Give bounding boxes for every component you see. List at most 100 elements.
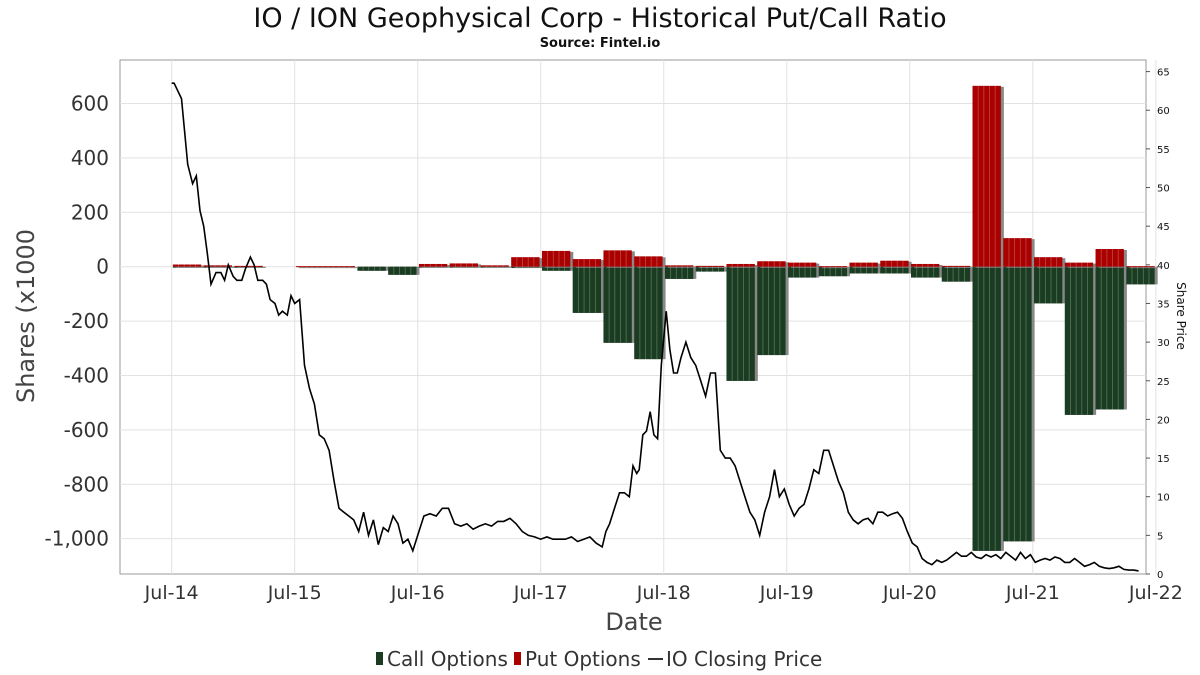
y-tick-label: 600 bbox=[71, 92, 109, 116]
y-tick-label: 0 bbox=[96, 255, 109, 279]
call-bar bbox=[695, 266, 725, 272]
y-tick-label: -600 bbox=[64, 418, 109, 442]
y-tick-label: -800 bbox=[64, 472, 109, 496]
put-bar bbox=[541, 250, 571, 267]
y2-axis-label: Share Price bbox=[1174, 282, 1188, 350]
x-tick-label: Jul-14 bbox=[144, 582, 199, 604]
call-bar bbox=[910, 266, 940, 278]
put-bar bbox=[818, 266, 848, 268]
y-axis-label: Shares (x1000 bbox=[12, 229, 40, 403]
call-bar bbox=[603, 266, 632, 343]
call-bar bbox=[357, 266, 386, 271]
y-tick-label: -400 bbox=[64, 363, 109, 387]
chart-title: IO / ION Geophysical Corp - Historical P… bbox=[253, 3, 946, 34]
put-bar-shadow bbox=[667, 266, 697, 268]
legend: Call Options Put Options IO Closing Pric… bbox=[376, 647, 822, 671]
put-bar bbox=[972, 85, 1001, 267]
y-tick-label: -1,000 bbox=[45, 527, 109, 551]
put-bar bbox=[418, 263, 448, 267]
put-bar bbox=[1064, 262, 1094, 267]
call-bar bbox=[388, 266, 417, 275]
y2-tick-label: 50 bbox=[1157, 184, 1170, 195]
call-bar bbox=[787, 266, 817, 278]
x-tick-label: Jul-16 bbox=[390, 582, 445, 604]
call-bar bbox=[972, 266, 1001, 551]
legend-put-swatch bbox=[514, 652, 521, 665]
put-bar-shadow bbox=[944, 266, 974, 268]
call-bar bbox=[1003, 266, 1032, 542]
put-bar-shadow bbox=[206, 266, 235, 268]
put-bar-shadow bbox=[1129, 267, 1158, 269]
put-bar bbox=[603, 250, 632, 267]
y-tick-label: 400 bbox=[71, 146, 109, 170]
y-tick-label: -200 bbox=[64, 309, 109, 333]
y2-tick-label: 15 bbox=[1157, 454, 1170, 465]
put-bar bbox=[203, 265, 232, 267]
put-bar bbox=[572, 259, 602, 267]
call-bar bbox=[757, 266, 786, 356]
call-bar bbox=[849, 266, 878, 274]
y-axis-ticks: 600 400 200 0 -200 -400 -600 -800 -1,000 bbox=[45, 92, 109, 551]
x-tick-label: Jul-20 bbox=[882, 582, 937, 604]
put-bar-shadow bbox=[698, 266, 728, 268]
x-tick-label: Jul-17 bbox=[513, 582, 568, 604]
legend-price-label: IO Closing Price bbox=[666, 647, 822, 671]
price-line bbox=[171, 82, 1139, 572]
put-bar bbox=[1034, 257, 1063, 267]
put-bar bbox=[295, 266, 356, 268]
y2-tick-label: 10 bbox=[1157, 493, 1170, 504]
put-bar bbox=[880, 260, 909, 267]
put-bar-shadow bbox=[237, 266, 266, 268]
x-tick-label: Jul-22 bbox=[1128, 582, 1183, 604]
y2-tick-label: 5 bbox=[1157, 531, 1163, 542]
call-bar bbox=[541, 266, 571, 271]
put-bar bbox=[511, 257, 540, 267]
y2-tick-label: 45 bbox=[1157, 222, 1170, 233]
put-bar bbox=[941, 265, 971, 267]
y2-tick-label: 60 bbox=[1157, 106, 1170, 117]
call-bar bbox=[880, 266, 909, 274]
x-axis-label: Date bbox=[605, 608, 662, 636]
call-bar bbox=[1034, 266, 1063, 304]
put-bar bbox=[664, 265, 694, 267]
put-bar bbox=[910, 263, 940, 267]
put-bar-shadow bbox=[821, 267, 851, 269]
call-bar bbox=[941, 266, 971, 282]
put-bar bbox=[480, 265, 509, 267]
put-bar bbox=[757, 261, 786, 267]
call-bar bbox=[1126, 266, 1155, 285]
y2-tick-label: 30 bbox=[1157, 338, 1170, 349]
call-bar bbox=[572, 266, 602, 313]
put-bar bbox=[1126, 266, 1155, 268]
put-bar bbox=[1095, 249, 1124, 267]
put-bar bbox=[1003, 238, 1032, 267]
put-bar bbox=[849, 262, 878, 267]
call-bar bbox=[818, 266, 848, 277]
y2-tick-label: 35 bbox=[1157, 299, 1170, 310]
legend-put-label: Put Options bbox=[525, 647, 641, 671]
y-tick-label: 200 bbox=[71, 200, 109, 224]
put-bar bbox=[726, 263, 755, 267]
legend-call-label: Call Options bbox=[387, 647, 508, 671]
put-bar bbox=[787, 262, 817, 267]
x-tick-label: Jul-18 bbox=[636, 582, 691, 604]
call-bar bbox=[664, 266, 694, 279]
put-bar bbox=[234, 265, 263, 267]
y2-tick-label: 0 bbox=[1157, 570, 1163, 581]
call-bar bbox=[1064, 266, 1094, 415]
put-bar bbox=[172, 264, 202, 267]
call-bar bbox=[1095, 266, 1124, 410]
x-tick-label: Jul-19 bbox=[759, 582, 814, 604]
bars-group bbox=[172, 85, 1158, 551]
y2-tick-label: 65 bbox=[1157, 68, 1170, 79]
put-bar-shadow bbox=[483, 266, 512, 268]
put-bar bbox=[695, 265, 725, 267]
y2-tick-label: 20 bbox=[1157, 415, 1170, 426]
x-axis-ticks: Jul-14 Jul-15 Jul-16 Jul-17 Jul-18 Jul-19 Jul-… bbox=[144, 582, 1183, 604]
y2-tick-label: 40 bbox=[1157, 261, 1170, 272]
y2-tick-label: 55 bbox=[1157, 145, 1170, 156]
call-bar bbox=[726, 266, 755, 381]
call-bar bbox=[634, 266, 663, 360]
